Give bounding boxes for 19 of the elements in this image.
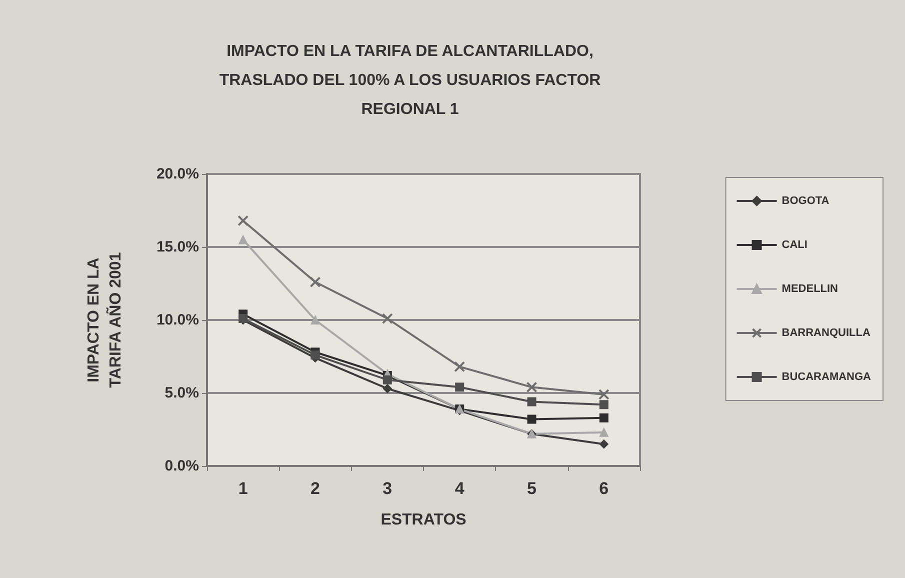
x-tick-label: 2 [310,479,320,498]
legend-label: BOGOTA [782,195,830,207]
y-axis-title: IMPACTO EN LA TARIFA AÑO 2001 [86,252,124,388]
x-tick-label: 3 [382,479,392,498]
legend-label: CALI [782,239,808,251]
y-tick-label: 15.0% [156,238,199,256]
y-tick-label: 5.0% [164,384,199,402]
x-axis-title: ESTRATOS [380,512,467,528]
legend-label: BUCARAMANGA [782,371,872,383]
legend-label: MEDELLIN [782,283,838,295]
chart-title: IMPACTO EN LA TARIFA DE ALCANTARILLADO, TRASLADO DEL 100% A LOS USUARIOS FACTOR REGIONAL 1 [219,43,602,118]
x-tick-label: 4 [454,479,465,498]
y-tick-label: 10.0% [156,312,199,328]
y-tick-label: 0.0% [164,458,199,474]
x-tick-label: 1 [238,479,248,498]
x-tick-label: 6 [599,479,609,498]
y-tick-label: 20.0% [156,166,199,182]
legend-label: BARRANQUILLA [782,327,870,339]
x-tick-label: 5 [527,479,536,498]
